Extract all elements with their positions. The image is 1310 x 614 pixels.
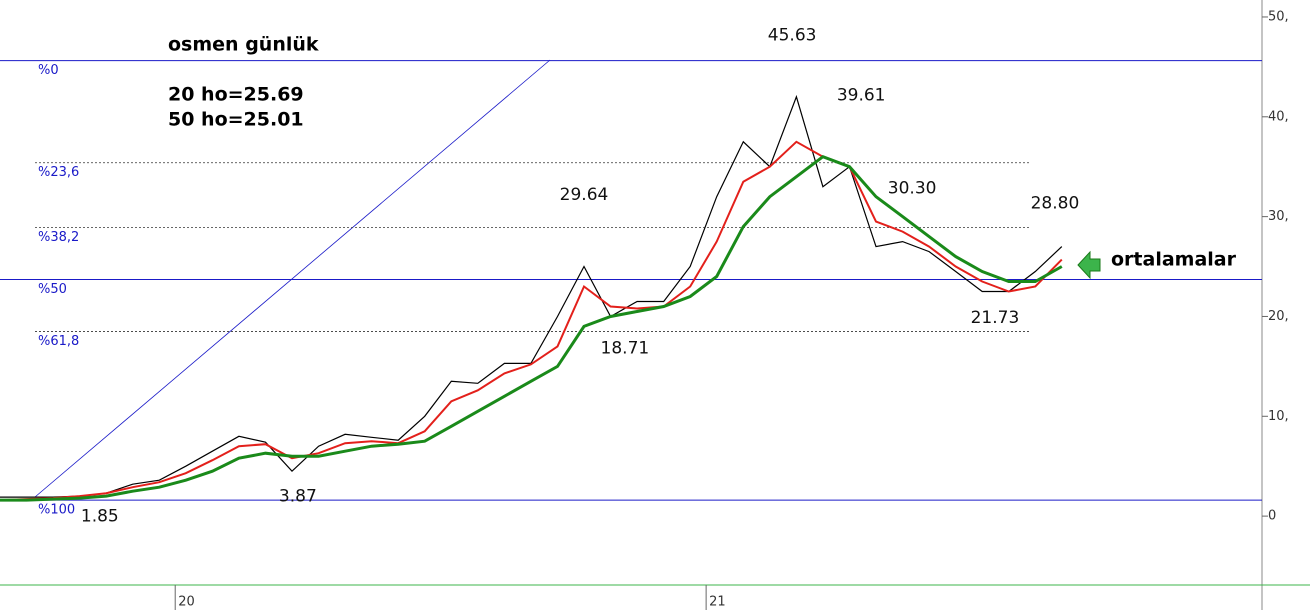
- price-annotation: 18.71: [601, 338, 650, 358]
- y-tick-label: 40,: [1268, 109, 1289, 124]
- price-annotation: 3.87: [279, 486, 317, 506]
- y-tick-label: 10,: [1268, 409, 1289, 424]
- y-tick-label: 30,: [1268, 209, 1289, 224]
- price-annotation: 30.30: [888, 179, 937, 199]
- trend-line: [34, 59, 551, 498]
- legend-line: 20 ho=25.69: [168, 84, 304, 106]
- price-annotation: 39.61: [837, 86, 886, 106]
- x-tick-label: 21: [709, 595, 726, 610]
- y-tick-label: 0: [1268, 509, 1276, 524]
- fib-label: %38,2: [38, 230, 79, 245]
- callout-arrow: [1077, 250, 1101, 280]
- price-annotation: 45.63: [768, 26, 817, 46]
- chart-title: osmen günlük: [168, 34, 319, 56]
- fib-label: %23,6: [38, 165, 79, 180]
- x-tick-label: 20: [178, 595, 195, 610]
- y-tick-label: 50,: [1268, 9, 1289, 24]
- fib-label: %100: [38, 503, 75, 518]
- series-line: [0, 140, 1063, 502]
- price-annotation: 21.73: [971, 308, 1020, 328]
- legend-line: 50 ho=25.01: [168, 109, 304, 131]
- price-annotation: 29.64: [560, 185, 609, 205]
- price-annotation: 1.85: [81, 507, 119, 527]
- fib-label: %0: [38, 63, 59, 78]
- fib-label: %50: [38, 282, 67, 297]
- y-tick-label: 20,: [1268, 309, 1289, 324]
- series-line: [0, 155, 1063, 502]
- callout-text: ortalamalar: [1111, 249, 1237, 271]
- fib-label: %61,8: [38, 334, 79, 349]
- price-annotation: 28.80: [1031, 194, 1080, 214]
